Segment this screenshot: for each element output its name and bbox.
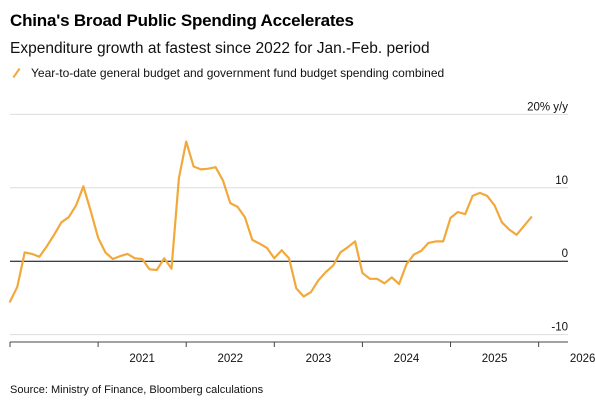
x-tick-label: 2024 (394, 353, 420, 365)
y-tick-label: 10 (555, 175, 568, 187)
x-tick-label: 2021 (129, 353, 155, 365)
legend-label: Year-to-date general budget and governme… (31, 66, 445, 80)
series-layer (8, 140, 533, 303)
x-tick-label: 2025 (482, 353, 508, 365)
series-line-0 (8, 140, 533, 303)
y-tick-label: 20% y/y (527, 101, 568, 113)
y-tick-label: -10 (551, 322, 568, 334)
x-tick-label: 2022 (217, 353, 243, 365)
axis-layer (9, 260, 568, 347)
x-tick-label: 2026 (570, 353, 595, 365)
grid-layer (10, 113, 568, 336)
chart-title: China's Broad Public Spending Accelerate… (10, 11, 354, 30)
y-tick-label: 0 (562, 248, 568, 260)
chart-subtitle: Expenditure growth at fastest since 2022… (10, 40, 430, 57)
label-layer: 20% y/y 10 0 -10 2021 2022 2023 2024 2025 2026 (129, 101, 595, 365)
legend: Year-to-date general budget and governme… (10, 66, 444, 80)
x-tick-label: 2023 (306, 353, 332, 365)
source-note: Source: Ministry of Finance, Bloomberg c… (10, 384, 264, 396)
